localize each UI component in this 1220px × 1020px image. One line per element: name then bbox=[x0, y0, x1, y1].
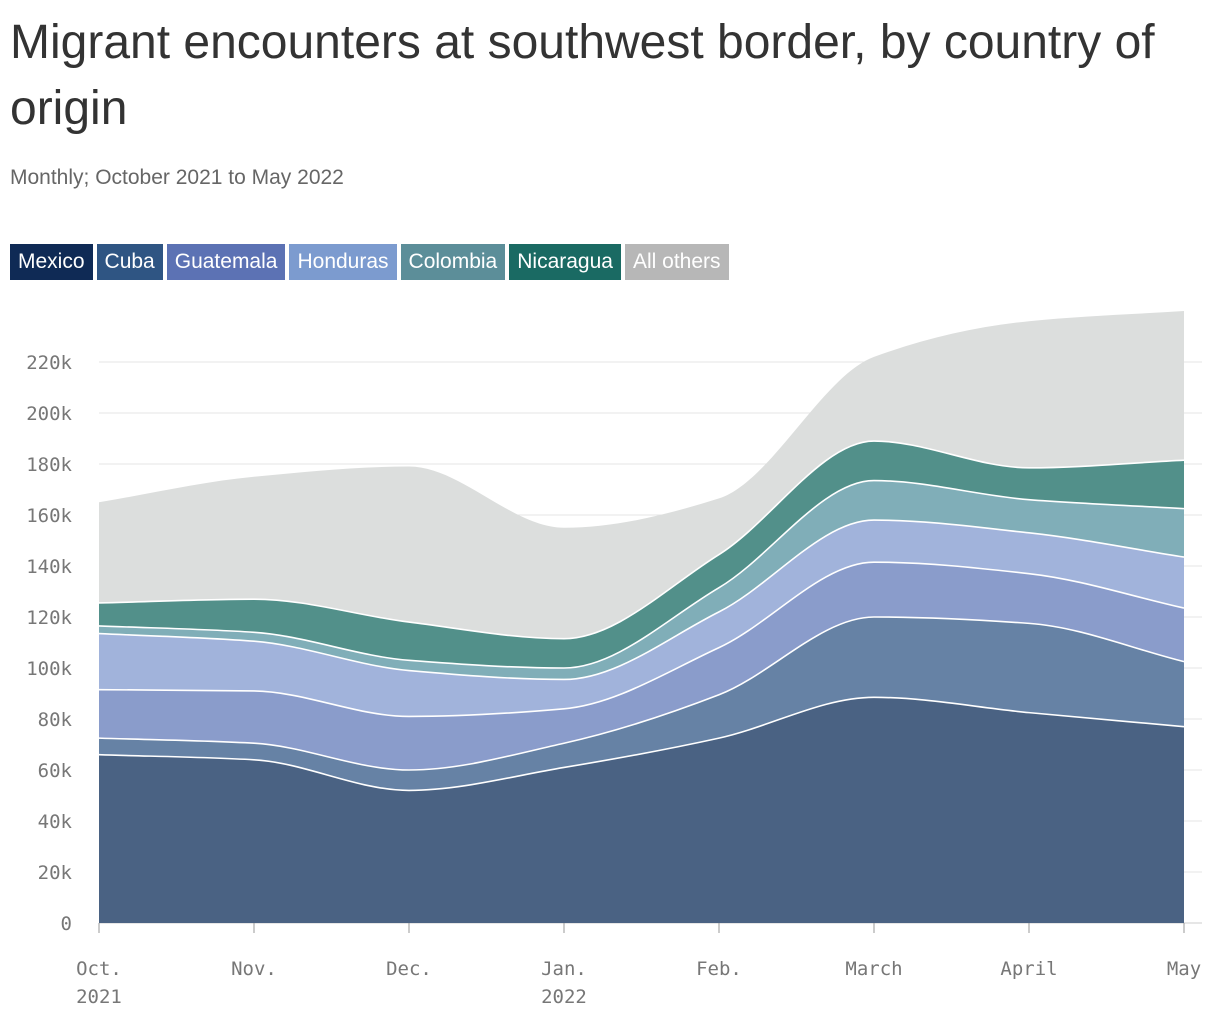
y-tick-label: 220k bbox=[26, 352, 72, 374]
stacked-area-chart: 0 20k 40k 60k 80k 100k 120k 140k 160k 180k 200k 220… bbox=[26, 311, 1202, 1008]
boundary-nicaragua bbox=[98, 440, 1185, 640]
x-tick-label: 2021 bbox=[76, 986, 122, 1008]
x-tick-label: March bbox=[845, 958, 902, 980]
x-axis: Oct. 2021 Nov. Dec. Jan. 2022 Feb. March April Ma… bbox=[76, 923, 1201, 1008]
legend-item-mexico: Mexico bbox=[10, 244, 93, 280]
x-tick-label: April bbox=[1000, 958, 1057, 980]
y-tick-label: 60k bbox=[38, 760, 73, 782]
legend-item-guatemala: Guatemala bbox=[166, 244, 286, 280]
area-all-others bbox=[99, 311, 1184, 639]
legend-item-cuba: Cuba bbox=[96, 244, 163, 280]
y-tick-label: 40k bbox=[38, 811, 73, 833]
chart-subtitle: Monthly; October 2021 to May 2022 bbox=[10, 166, 344, 189]
legend-item-all-others: All others bbox=[624, 244, 729, 280]
y-tick-label: 160k bbox=[26, 505, 72, 527]
y-tick-label: 100k bbox=[26, 658, 72, 680]
y-tick-label: 80k bbox=[38, 709, 73, 731]
boundary-honduras bbox=[98, 519, 1185, 681]
area-nicaragua bbox=[99, 441, 1184, 668]
y-tick-label: 140k bbox=[26, 556, 72, 578]
boundary-guatemala bbox=[98, 561, 1185, 718]
legend-item-honduras: Honduras bbox=[289, 244, 397, 280]
legend: Mexico Cuba Guatemala Honduras Colombia Nicar… bbox=[10, 244, 729, 280]
x-tick-label: Dec. bbox=[386, 958, 432, 980]
boundary-cuba bbox=[98, 616, 1185, 771]
y-tick-label: 200k bbox=[26, 403, 72, 425]
series-areas bbox=[98, 311, 1185, 923]
area-cuba bbox=[99, 617, 1184, 791]
x-tick-label: May bbox=[1167, 958, 1201, 980]
y-tick-label: 120k bbox=[26, 607, 72, 629]
y-axis: 0 20k 40k 60k 80k 100k 120k 140k 160k 180k 200k 220… bbox=[26, 352, 72, 935]
legend-item-nicaragua: Nicaragua bbox=[509, 244, 621, 280]
area-honduras bbox=[99, 520, 1184, 717]
area-mexico bbox=[99, 697, 1184, 923]
area-guatemala bbox=[99, 562, 1184, 770]
x-tick-label: Nov. bbox=[231, 958, 277, 980]
y-tick-label: 180k bbox=[26, 454, 72, 476]
chart-title: Migrant encounters at southwest border, … bbox=[10, 16, 1155, 135]
boundary-mexico bbox=[98, 696, 1185, 792]
x-tick-label: Jan. bbox=[541, 958, 587, 980]
y-tick-label: 0 bbox=[61, 913, 72, 935]
legend-item-colombia: Colombia bbox=[400, 244, 506, 280]
x-tick-label: 2022 bbox=[541, 986, 587, 1008]
x-tick-label: Oct. bbox=[76, 958, 122, 980]
x-tick-label: Feb. bbox=[696, 958, 742, 980]
y-tick-label: 20k bbox=[38, 862, 73, 884]
boundary-colombia bbox=[98, 479, 1185, 669]
